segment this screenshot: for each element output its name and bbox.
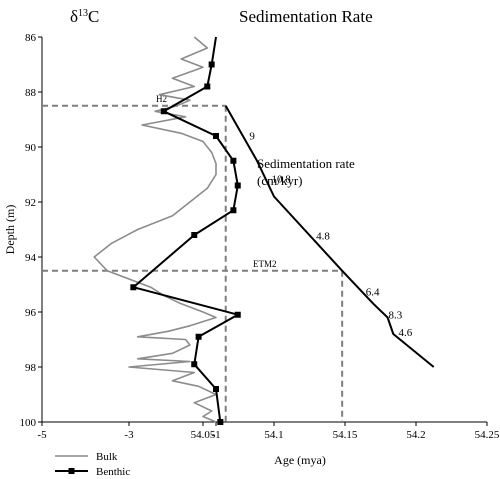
series-line [132, 36, 239, 423]
x-tick-label: 54.2 [406, 429, 425, 441]
title-left: δ13C [70, 7, 99, 26]
x-tick-label: 54.15 [333, 429, 358, 441]
data-point [195, 333, 202, 340]
segment-rate-label: 8.3 [389, 310, 403, 322]
x-tick-label: -1 [211, 429, 220, 441]
series-line [93, 36, 217, 423]
y-tick-label: 100 [20, 417, 37, 429]
data-point [191, 232, 198, 238]
data-point [230, 157, 237, 164]
title-right: Sedimentation Rate [239, 7, 373, 26]
sedimentation-rate-label: (cm/kyr) [257, 173, 302, 188]
data-point [217, 419, 224, 425]
y-tick-label: 92 [25, 197, 36, 209]
sedimentation-rate-label: Sedimentation rate [257, 156, 355, 171]
legend-label-bulk: Bulk [96, 451, 118, 463]
y-axis-title: Depth (m) [3, 205, 17, 255]
x-tick-label: 54.25 [475, 429, 500, 441]
x-tick-label: -3 [124, 429, 134, 441]
segment-rate-label: 4.6 [398, 327, 412, 339]
y-tick-label: 88 [25, 87, 37, 99]
data-point [213, 386, 219, 392]
segment-rate-label: 9 [249, 130, 255, 142]
data-point [204, 83, 211, 90]
y-tick-label: 94 [25, 252, 37, 264]
x-tick-label: -5 [37, 429, 47, 441]
data-point [208, 61, 215, 68]
y-tick-label: 90 [25, 142, 37, 154]
data-point [213, 133, 219, 139]
data-point [230, 207, 237, 214]
segment-rate-label: 4.8 [316, 231, 330, 243]
data-point [130, 284, 137, 291]
y-tick-label: 96 [25, 307, 37, 319]
legend-label-benthic: Benthic [96, 466, 130, 478]
data-point [234, 311, 241, 318]
series-line [224, 105, 435, 368]
segment-rate-label: 10.8 [271, 174, 291, 186]
x-tick-label: 54.1 [264, 429, 283, 441]
legend-marker-benthic [68, 468, 75, 474]
event-label: ETM2 [253, 259, 277, 269]
y-tick-label: 86 [25, 32, 37, 44]
segment-rate-label: 6.4 [366, 286, 380, 298]
data-point [234, 182, 241, 189]
y-tick-label: 98 [25, 362, 37, 374]
x-axis-title: Age (mya) [274, 453, 326, 467]
data-point [160, 108, 167, 115]
data-point [191, 361, 198, 368]
x-tick-label: 54.05 [191, 429, 216, 441]
event-label: H2 [156, 94, 167, 104]
